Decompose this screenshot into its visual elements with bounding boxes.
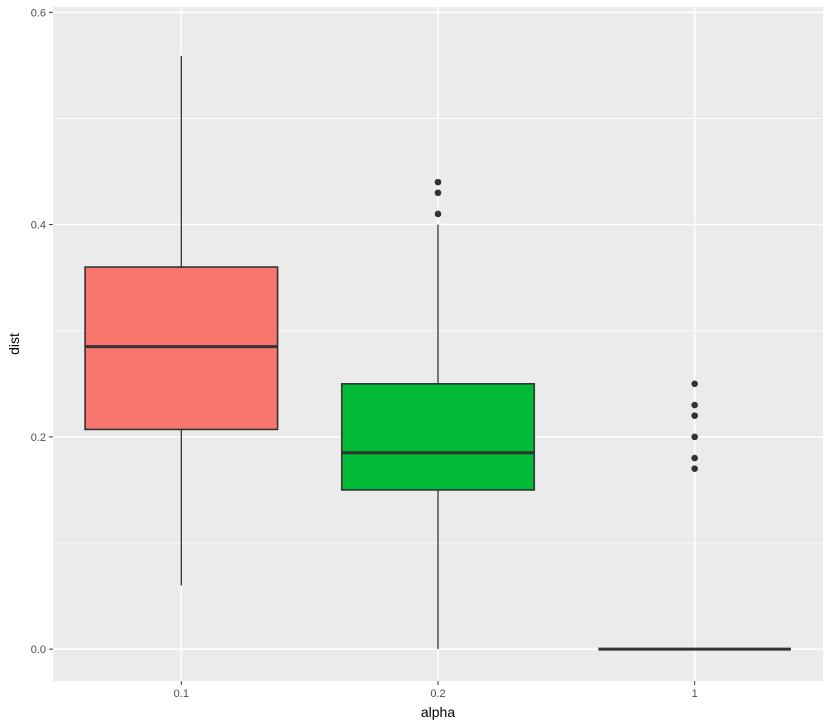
x-tick-label: 0.2 — [430, 688, 445, 700]
y-tick-label: 0.2 — [31, 432, 46, 444]
x-tick-label: 0.1 — [174, 688, 189, 700]
outlier-point — [691, 433, 698, 441]
outlier-point — [691, 454, 698, 462]
outlier-point — [691, 401, 698, 409]
outlier-point — [434, 189, 442, 197]
y-tick-label: 0.6 — [31, 7, 46, 19]
boxes — [84, 55, 791, 651]
iqr-box — [340, 383, 536, 491]
y-tick-label: 0.0 — [31, 644, 46, 656]
box-1 — [598, 380, 791, 651]
outlier-point — [691, 380, 698, 388]
y-axis: 0.0 0.2 0.4 0.6 — [31, 7, 53, 656]
x-axis: 0.1 0.2 1 — [174, 681, 698, 700]
outlier-point — [691, 465, 698, 473]
box-0.2 — [340, 178, 536, 650]
box-0.1 — [84, 55, 279, 586]
outlier-point — [434, 178, 442, 186]
x-axis-title: alpha — [421, 704, 455, 720]
outlier-point — [691, 412, 698, 419]
x-tick-label: 1 — [692, 688, 698, 700]
y-tick-label: 0.4 — [31, 220, 46, 232]
iqr-box — [84, 266, 279, 431]
outlier-point — [434, 210, 442, 218]
y-axis-title: dist — [6, 333, 22, 355]
